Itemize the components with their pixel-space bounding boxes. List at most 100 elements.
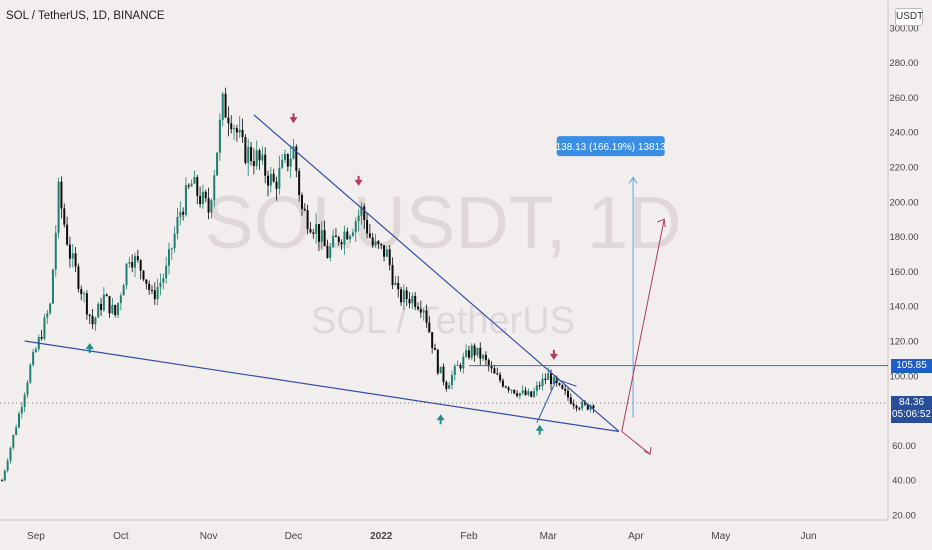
candle-body: [340, 242, 343, 245]
candle-body: [292, 146, 295, 159]
y-tick-label: 240.00: [889, 128, 918, 139]
candle-body: [26, 382, 29, 395]
candle-body: [524, 390, 527, 395]
candle-body: [134, 256, 137, 268]
candle-body: [29, 364, 32, 383]
candle-body: [510, 389, 513, 391]
candle-body: [417, 306, 420, 309]
candle-body: [111, 305, 114, 314]
measure-label-text: 138.13 (166.19%) 13813: [556, 142, 667, 153]
x-tick-label: 2022: [370, 531, 393, 542]
y-tick-label: 260.00: [889, 93, 918, 104]
candle-body: [71, 253, 74, 259]
up-arrow-marker: [535, 424, 544, 435]
y-tick-label: 160.00: [889, 267, 918, 278]
candle-body: [419, 308, 422, 313]
candle-body: [402, 290, 405, 303]
y-tick-label: 120.00: [889, 337, 918, 348]
candle-body: [250, 146, 253, 162]
currency-selector[interactable]: USDT: [895, 8, 923, 26]
candle-body: [286, 154, 289, 167]
candle-body: [504, 386, 507, 388]
candle-body: [148, 283, 151, 290]
candle-body: [366, 220, 369, 234]
candle-body: [244, 137, 247, 163]
candle-body: [405, 290, 408, 300]
bearish-arrowhead: [643, 447, 652, 455]
y-tick-label: 40.00: [892, 476, 916, 487]
candle-body: [176, 216, 179, 234]
candle-body: [182, 211, 185, 215]
candle-body: [125, 263, 128, 286]
candle-body: [567, 390, 569, 398]
candle-body: [354, 221, 357, 233]
candle-body: [394, 282, 397, 286]
candle-body: [235, 128, 238, 133]
candle-body: [247, 146, 250, 163]
candle-body: [456, 364, 459, 366]
candle-body: [207, 198, 210, 213]
candle-body: [484, 354, 487, 361]
x-tick-label: Mar: [540, 531, 558, 542]
candle-body: [507, 387, 510, 391]
down-arrow-marker: [549, 349, 558, 360]
candle-body: [179, 211, 182, 217]
candle-body: [470, 345, 473, 358]
candle-body: [233, 128, 236, 130]
x-tick-label: Apr: [628, 531, 644, 542]
y-tick-label: 180.00: [889, 232, 918, 243]
candle-body: [473, 345, 476, 356]
x-tick-label: Dec: [285, 531, 303, 542]
candle-body: [167, 249, 170, 266]
candle-body: [561, 385, 564, 389]
candle-body: [165, 265, 168, 279]
candle-body: [533, 391, 536, 397]
candle-body: [482, 354, 485, 359]
upper-trendline: [253, 114, 620, 432]
candle-body: [269, 173, 272, 186]
candle-body: [258, 150, 261, 161]
candle-body: [431, 332, 434, 349]
candle-body: [94, 317, 97, 325]
candle-body: [476, 347, 479, 356]
down-arrow-marker: [289, 113, 298, 124]
candle-body: [153, 290, 156, 300]
candle-body: [80, 289, 83, 295]
candle-body: [572, 403, 575, 406]
candle-body: [119, 295, 122, 303]
candle-body: [201, 191, 204, 205]
candle-body: [493, 368, 496, 374]
candle-body: [122, 285, 125, 296]
candle-body: [349, 235, 352, 240]
candle-body: [496, 373, 499, 375]
candle-body: [267, 175, 270, 186]
candle-body: [428, 322, 431, 333]
candle-body: [20, 406, 23, 414]
candle-body: [552, 377, 555, 385]
candle-body: [32, 351, 35, 365]
candle-body: [459, 364, 462, 369]
candle-body: [17, 413, 20, 428]
candle-body: [159, 282, 162, 288]
candle-body: [295, 146, 298, 171]
candle-body: [564, 388, 567, 391]
candle-body: [66, 224, 69, 245]
x-tick-label: Jun: [800, 531, 816, 542]
candle-body: [142, 270, 145, 280]
candle-body: [230, 123, 233, 130]
candle-body: [281, 159, 284, 168]
candle-body: [204, 191, 207, 199]
candle-body: [351, 232, 354, 236]
candle-body: [88, 314, 91, 316]
resistance-price-label: 105.85: [891, 358, 932, 373]
candle-body: [131, 262, 134, 268]
candle-body: [479, 347, 482, 359]
candle-body: [85, 293, 88, 315]
candle-body: [513, 389, 516, 394]
candle-body: [224, 93, 227, 118]
candle-body: [170, 248, 173, 250]
y-tick-label: 200.00: [889, 197, 918, 208]
candle-body: [317, 224, 320, 242]
